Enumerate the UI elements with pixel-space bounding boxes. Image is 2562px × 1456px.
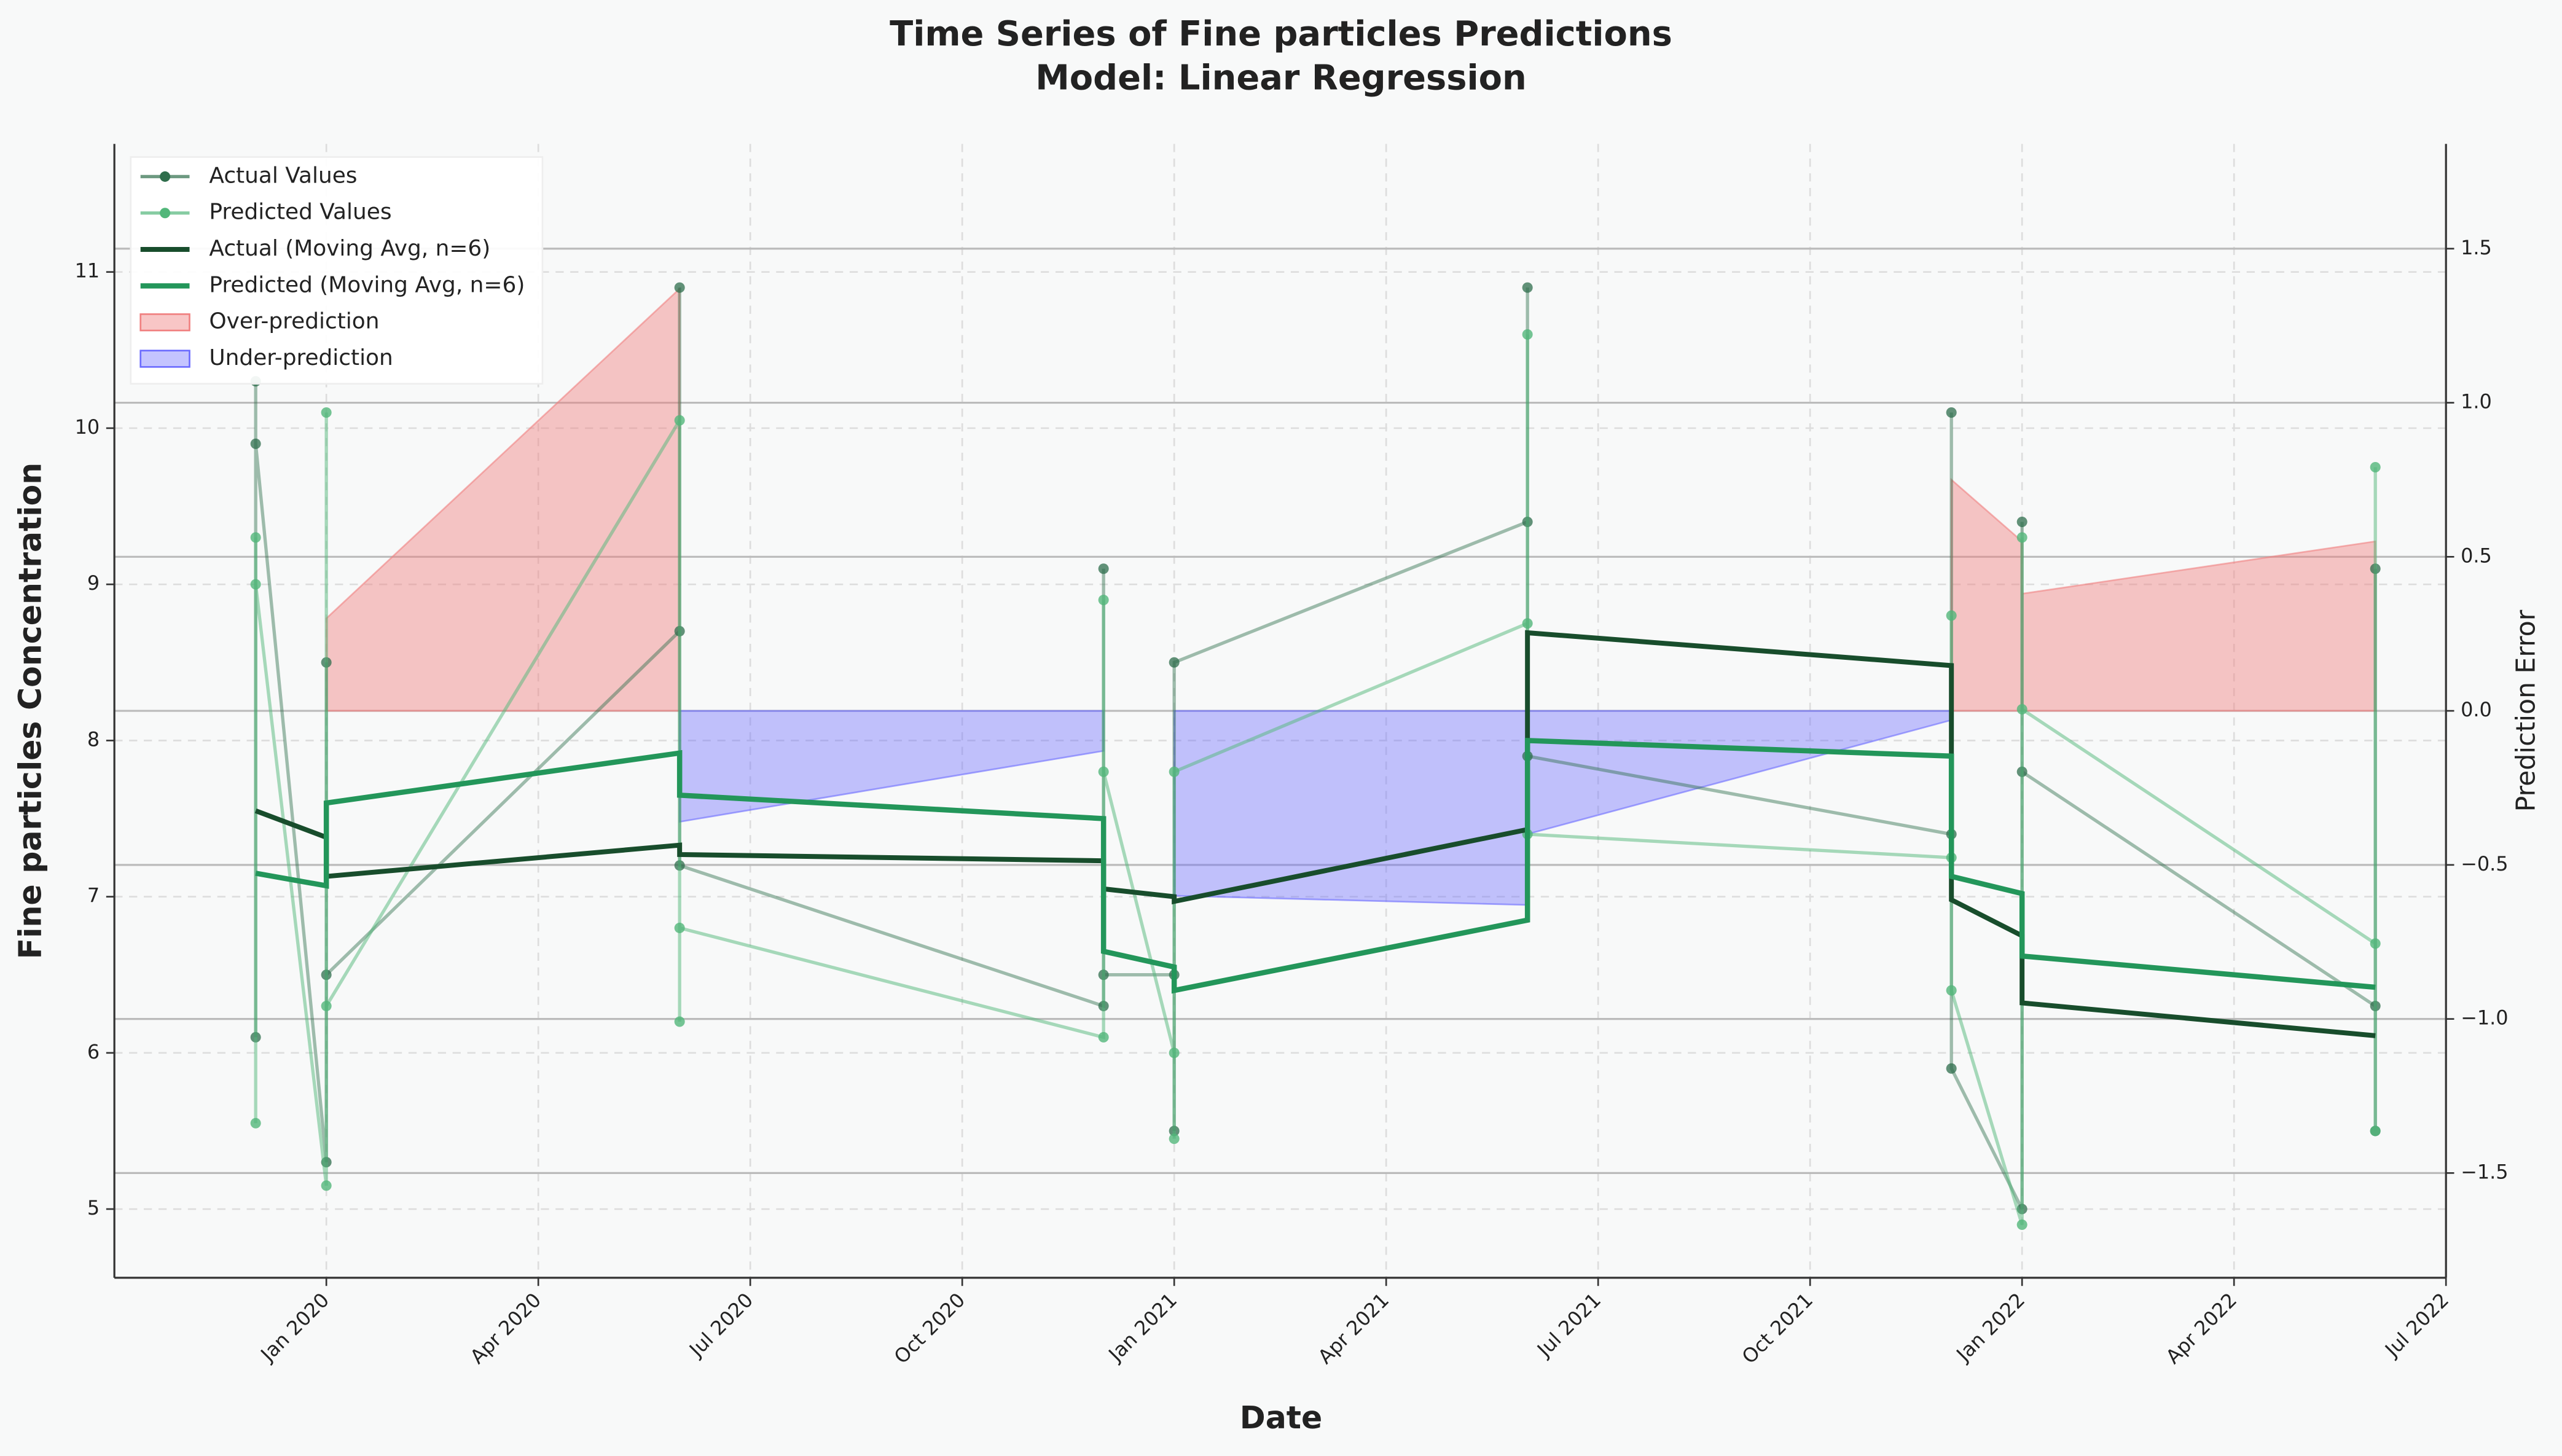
y2-tick-label: −1.5	[2461, 1160, 2508, 1183]
legend-label: Predicted (Moving Avg, n=6)	[209, 272, 525, 297]
legend-swatch	[139, 350, 190, 368]
data-point	[321, 407, 332, 418]
data-point	[1522, 282, 1533, 293]
x-axis-label: Date	[1240, 1399, 1322, 1436]
legend: Actual Values Predicted Values Actual (Mov…	[130, 156, 544, 385]
data-point	[674, 282, 685, 293]
legend-label: Predicted Values	[209, 200, 391, 225]
data-point	[674, 922, 685, 933]
data-point	[2016, 532, 2027, 543]
legend-box	[130, 156, 544, 385]
data-point	[321, 1001, 332, 1012]
legend-marker	[160, 208, 171, 219]
data-point	[1946, 1063, 1957, 1074]
data-point	[1946, 407, 1957, 418]
data-point	[2016, 704, 2027, 715]
y2-tick-label: 1.0	[2461, 390, 2492, 413]
data-point	[1169, 1133, 1180, 1145]
y-tick-label: 8	[87, 727, 100, 751]
data-point	[321, 1180, 332, 1191]
data-point	[1098, 1031, 1109, 1043]
data-point	[1098, 595, 1109, 606]
data-point	[674, 1016, 685, 1027]
data-point	[250, 1117, 261, 1129]
series-line	[254, 630, 2376, 1038]
data-point	[1169, 1047, 1180, 1059]
data-point	[1098, 563, 1109, 574]
data-point	[1169, 766, 1180, 777]
data-point	[2370, 938, 2381, 949]
y2-tick-label: −0.5	[2461, 852, 2508, 875]
data-point	[1946, 610, 1957, 621]
y2-tick-label: 0.0	[2461, 698, 2492, 721]
data-point	[1098, 766, 1109, 777]
data-point	[2016, 1219, 2027, 1230]
y-tick-label: 11	[75, 259, 100, 283]
y-tick-label: 7	[87, 884, 100, 907]
data-point	[2370, 461, 2381, 472]
data-point	[250, 532, 261, 543]
series-line	[255, 737, 2376, 994]
y2-tick-label: 1.5	[2461, 236, 2492, 259]
y-tick-label: 9	[87, 571, 100, 595]
chart-subtitle: Model: Linear Regression	[1035, 58, 1527, 98]
legend-label: Under-prediction	[209, 345, 393, 370]
data-point	[250, 579, 261, 590]
data-point	[1522, 329, 1533, 340]
legend-label: Actual (Moving Avg, n=6)	[209, 236, 490, 261]
y-tick-label: 10	[75, 415, 100, 439]
y2-axis-label: Prediction Error	[2512, 609, 2542, 812]
data-point	[1946, 985, 1957, 996]
y-tick-label: 5	[87, 1196, 100, 1219]
legend-marker	[160, 171, 171, 182]
legend-label: Over-prediction	[209, 309, 379, 334]
y2-tick-label: 0.5	[2461, 544, 2492, 567]
data-point	[2370, 1125, 2381, 1137]
data-point	[2016, 516, 2027, 527]
data-point	[1169, 657, 1180, 668]
legend-swatch	[139, 313, 190, 332]
chart-title: Time Series of Fine particles Prediction…	[890, 14, 1672, 54]
data-point	[674, 415, 685, 426]
data-point	[250, 438, 261, 449]
y-axis-label: Fine particles Concentration	[12, 463, 49, 960]
legend-label: Actual Values	[209, 163, 357, 188]
data-point	[1522, 618, 1533, 629]
y2-tick-label: −1.0	[2461, 1006, 2508, 1030]
y-tick-label: 6	[87, 1040, 100, 1063]
